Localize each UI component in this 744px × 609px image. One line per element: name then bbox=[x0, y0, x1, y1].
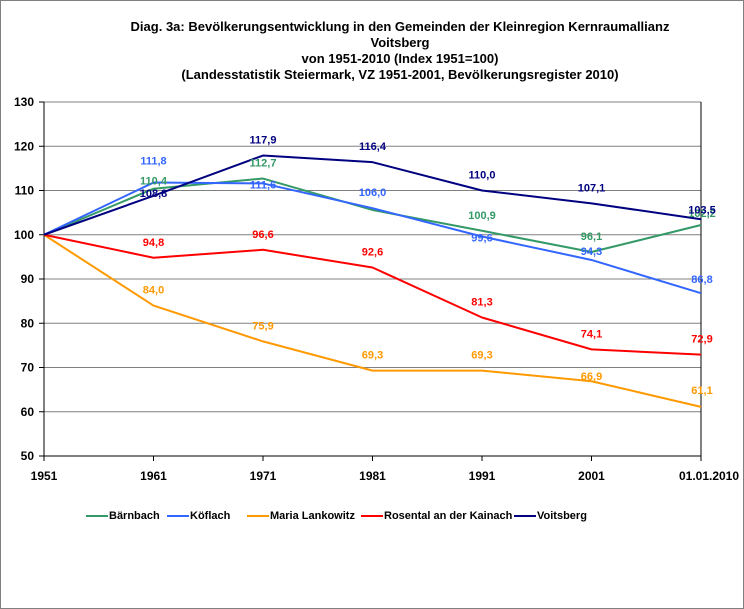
data-label: 75,9 bbox=[252, 320, 273, 332]
legend-swatch bbox=[86, 515, 108, 517]
title-line-3: von 1951-2010 (Index 1951=100) bbox=[301, 51, 499, 66]
title-line-2: Voitsberg bbox=[370, 35, 430, 50]
y-tick-label: 90 bbox=[21, 272, 35, 286]
x-tick-label: 1961 bbox=[140, 469, 167, 483]
data-label: 61,1 bbox=[691, 385, 712, 397]
series-lines bbox=[43, 154, 702, 408]
data-label: 110,0 bbox=[469, 170, 496, 182]
x-tick-label: 2001 bbox=[578, 469, 605, 483]
x-tick-label: 1981 bbox=[359, 469, 386, 483]
y-tick-label: 60 bbox=[21, 405, 35, 419]
data-label: 110,4 bbox=[140, 176, 168, 188]
data-label: 100,9 bbox=[468, 210, 496, 222]
data-label: 112,7 bbox=[250, 158, 277, 170]
legend-item: Bärnbach bbox=[86, 510, 160, 522]
y-tick-label: 70 bbox=[21, 361, 35, 375]
y-tick-label: 120 bbox=[14, 139, 34, 153]
data-label: 102,2 bbox=[688, 208, 716, 220]
gridlines bbox=[44, 101, 701, 413]
legend-swatch bbox=[167, 515, 189, 517]
data-label: 96,1 bbox=[581, 231, 602, 243]
legend-swatch bbox=[514, 515, 536, 517]
data-label: 108,8 bbox=[140, 188, 168, 200]
legend-swatch bbox=[361, 515, 383, 517]
x-tick-label: 1991 bbox=[469, 469, 496, 483]
data-label: 99,6 bbox=[471, 233, 492, 245]
data-labels: 110,4 112,7 100,9 96,1 102,2 111,8 111,6 106,0 9… bbox=[140, 135, 716, 397]
legend-label: Maria Lankowitz bbox=[270, 510, 355, 522]
x-tick-label: 1971 bbox=[250, 469, 277, 483]
x-tick-label: 1951 bbox=[31, 469, 58, 483]
title-line-4: (Landesstatistik Steiermark, VZ 1951-200… bbox=[181, 67, 619, 82]
y-tick-label: 100 bbox=[14, 228, 34, 242]
legend-item: Rosental an der Kainach bbox=[361, 510, 512, 522]
series-line-k-flach bbox=[43, 181, 702, 295]
data-label: 66,9 bbox=[581, 371, 602, 383]
series-line-maria-lankowitz bbox=[43, 233, 702, 408]
legend-item: Voitsberg bbox=[514, 510, 587, 522]
data-label: 111,6 bbox=[250, 179, 276, 191]
data-label: 94,3 bbox=[581, 246, 602, 258]
legend-swatch bbox=[247, 515, 269, 517]
data-label: 107,1 bbox=[578, 182, 606, 194]
data-label: 94,8 bbox=[143, 237, 164, 249]
series-line-voitsberg bbox=[43, 154, 702, 236]
data-label: 103,5 bbox=[688, 204, 716, 216]
data-label: 116,4 bbox=[359, 141, 387, 153]
data-label: 92,6 bbox=[362, 246, 383, 258]
legend: Bärnbach Köflach Maria Lankowitz Rosental a… bbox=[0, 510, 744, 530]
data-label: 86,8 bbox=[691, 274, 712, 286]
data-label: 96,6 bbox=[252, 229, 273, 241]
data-label: 69,3 bbox=[471, 350, 492, 362]
series-line-b-rnbach bbox=[43, 177, 702, 254]
data-label: 69,3 bbox=[362, 350, 383, 362]
data-label: 84,0 bbox=[143, 285, 164, 297]
y-tick-label: 80 bbox=[21, 316, 35, 330]
legend-label: Köflach bbox=[190, 510, 231, 522]
data-label: 81,3 bbox=[471, 296, 492, 308]
data-label: 106,0 bbox=[359, 187, 387, 199]
line-chart: 50 60 70 80 90 100 110 120 130 1951 1961 1971 1981 19… bbox=[14, 95, 739, 483]
y-tick-label: 50 bbox=[21, 449, 35, 463]
x-tick-label: 01.01.2010 bbox=[679, 469, 739, 483]
title-line-1: Diag. 3a: Bevölkerungsentwicklung in den… bbox=[130, 19, 670, 34]
legend-label: Rosental an der Kainach bbox=[384, 510, 513, 522]
chart-title: Diag. 3a: Bevölkerungsentwicklung in den… bbox=[100, 19, 700, 83]
series-line-rosental-an-der-kainach bbox=[43, 233, 702, 356]
y-tick-label: 110 bbox=[15, 184, 35, 198]
legend-label: Bärnbach bbox=[109, 510, 160, 522]
data-label: 74,1 bbox=[581, 328, 602, 340]
y-tick-label: 130 bbox=[14, 95, 34, 109]
legend-item: Köflach bbox=[167, 510, 230, 522]
data-label: 117,9 bbox=[250, 135, 277, 147]
data-label: 111,8 bbox=[140, 156, 166, 168]
legend-label: Voitsberg bbox=[537, 510, 587, 522]
data-label: 72,9 bbox=[691, 334, 712, 346]
legend-item: Maria Lankowitz bbox=[247, 510, 355, 522]
axes: 50 60 70 80 90 100 110 120 130 1951 1961 1971 1981 19… bbox=[14, 95, 739, 483]
